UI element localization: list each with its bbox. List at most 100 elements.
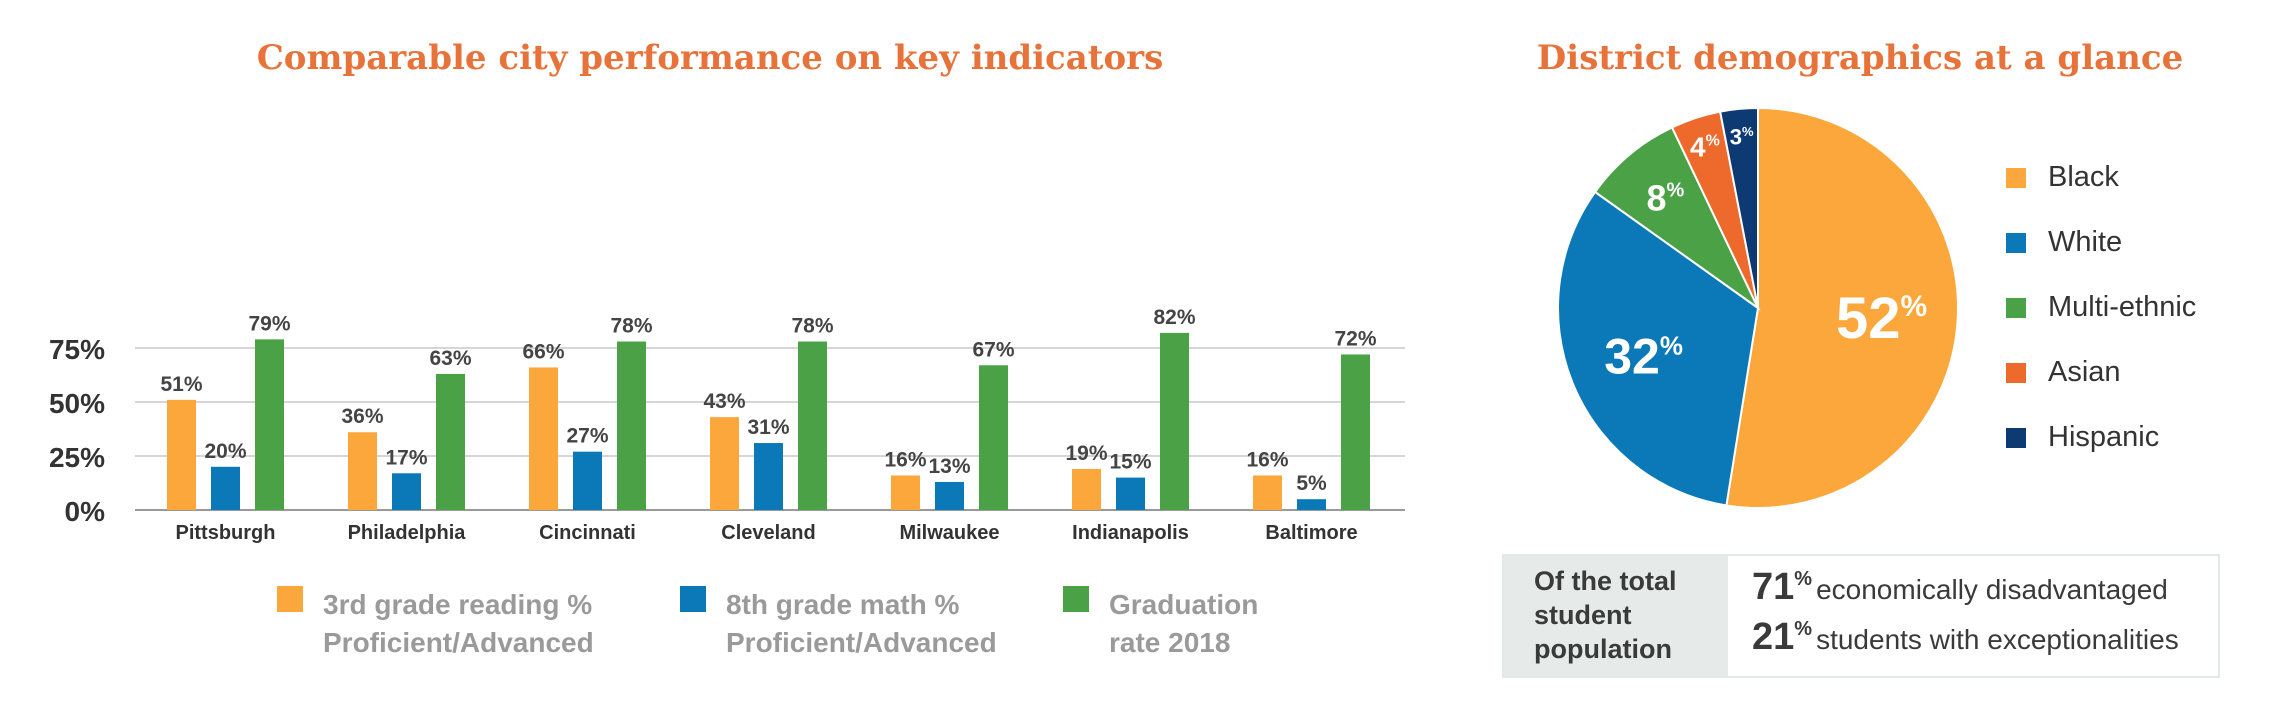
pie-label-asian: 4% [1690,131,1720,162]
pie-legend-label-asian: Asian [2048,356,2121,388]
data-label-reading-cincinnati: 66% [522,340,564,363]
legend-item-grad: Graduation rate 2018 [1063,586,1409,662]
bar-grad-cincinnati [617,341,646,510]
pie-label-white: 32% [1604,328,1683,384]
data-label-grad-philadelphia: 63% [429,347,471,370]
stat-number: 21 [1752,616,1795,658]
bar-reading-cincinnati [529,367,558,510]
bar-reading-milwaukee [891,475,920,510]
pie-legend-swatch-multi-ethnic [2006,297,2026,318]
data-label-math-baltimore: 5% [1296,472,1327,495]
legend-label-math-line1: 8th grade math % [726,589,960,620]
pie-legend-item-white: White [2006,226,2122,259]
bar-grad-cleveland [798,341,827,510]
data-label-grad-cleveland: 78% [791,315,833,338]
y-tick-label: 25% [49,442,105,473]
pie-slice-white [1557,190,1760,507]
x-tick-label: Cleveland [721,522,815,544]
bar-math-philadelphia [392,473,421,510]
pie-slice-black [1725,106,1959,509]
bar-chart-title: Comparable city performance on key indic… [256,38,1164,78]
data-label-reading-baltimore: 16% [1246,448,1288,471]
pie-legend-item-multi-ethnic: Multi-ethnic [2006,291,2196,324]
stat-percent-sign: % [1794,568,1813,590]
data-label-math-milwaukee: 13% [928,455,970,478]
data-label-math-cleveland: 31% [747,416,789,439]
stats-lines: 71 % economically disadvantaged 21 % stu… [1728,556,2179,676]
bar-grad-philadelphia [436,373,465,510]
pie-legend-swatch-hispanic [2006,427,2026,448]
stat-text: economically disadvantaged [1816,574,2168,605]
legend-label-math-line2: Proficient/Advanced [726,627,997,658]
x-tick-label: Baltimore [1265,522,1357,544]
bar-chart: 0% 25% 50% 75% 51% 20% 79% Pittsburgh 36%17% 63% P… [49,306,1405,544]
stats-box: Of the total student population 71 % eco… [1502,554,2220,678]
stat-economically-disadvantaged: 71 % economically disadvantaged [1752,566,2179,616]
bar-math-cleveland [754,443,783,510]
bar-math-indianapolis [1116,477,1145,510]
stats-label-line1: Of the total [1534,566,1677,596]
pie-chart: 52% 32% 8%4% 3% [1557,106,1959,509]
bar-math-pittsburgh [211,466,240,510]
bar-math-cincinnati [573,451,602,510]
pie-legend-label-white: White [2048,226,2123,258]
data-label-reading-pittsburgh: 51% [160,373,202,396]
data-label-reading-philadelphia: 36% [341,405,383,428]
stat-exceptionalities: 21 % students with exceptionalities [1752,616,2179,666]
x-tick-label: Pittsburgh [176,522,276,544]
bar-reading-cleveland [710,417,739,510]
y-tick-label: 75% [49,334,105,365]
stat-percent-sign: % [1794,618,1813,640]
x-tick-label: Indianapolis [1072,522,1189,544]
pie-legend-item-black: Black [2006,161,2119,194]
x-tick-label: Cincinnati [539,522,636,544]
bar-reading-indianapolis [1072,468,1101,510]
stats-label-line2: student [1534,600,1632,630]
legend-label-grad-line2: rate 2018 [1109,627,1231,658]
pie-legend-swatch-black [2006,167,2026,188]
pie-legend-swatch-asian [2006,362,2026,383]
legend-label-reading-line2: Proficient/Advanced [323,627,594,658]
bar-math-milwaukee [935,481,964,510]
data-label-math-cincinnati: 27% [566,425,608,448]
bar-reading-philadelphia [348,432,377,510]
legend-label-reading-line1: 3rd grade reading % [323,589,593,620]
stats-label-line3: population [1534,634,1672,664]
stat-text: students with exceptionalities [1816,624,2179,655]
pie-legend-label-multi-ethnic: Multi-ethnic [2048,291,2197,323]
x-tick-label: Milwaukee [899,522,999,544]
data-label-reading-cleveland: 43% [703,390,745,413]
legend-swatch-math [680,586,706,612]
data-label-grad-milwaukee: 67% [972,338,1014,361]
bar-grad-milwaukee [979,365,1008,510]
pie-legend-label-black: Black [2048,161,2119,193]
pie-legend-swatch-white [2006,232,2026,253]
bar-grad-baltimore [1341,354,1370,510]
legend-item-reading: 3rd grade reading % Proficient/Advanced [277,586,623,662]
legend-label-grad-line1: Graduation [1109,589,1259,620]
bar-grad-indianapolis [1160,332,1189,510]
y-tick-label: 50% [49,388,105,419]
stats-label: Of the total student population [1504,556,1728,676]
data-label-reading-milwaukee: 16% [884,448,926,471]
data-label-grad-baltimore: 72% [1334,327,1376,350]
legend-item-math: 8th grade math % Proficient/Advanced [680,586,1026,662]
data-label-math-indianapolis: 15% [1109,451,1151,474]
pie-legend-item-hispanic: Hispanic [2006,421,2159,454]
pie-label-multi-ethnic: 8% [1647,177,1685,218]
pie-legend-item-asian: Asian [2006,356,2121,389]
data-label-math-philadelphia: 17% [385,446,427,469]
legend-swatch-grad [1063,586,1089,612]
y-tick-label: 0% [65,496,106,527]
pie-label-hispanic: 3% [1730,124,1754,149]
legend-swatch-reading [277,586,303,612]
stat-number: 71 [1752,566,1795,608]
data-label-grad-pittsburgh: 79% [248,312,290,335]
pie-legend-label-hispanic: Hispanic [2048,421,2160,453]
x-tick-label: Philadelphia [348,522,467,544]
bar-math-baltimore [1297,499,1326,510]
data-label-grad-cincinnati: 78% [610,315,652,338]
pie-label-black: 52% [1836,286,1927,351]
data-label-math-pittsburgh: 20% [204,440,246,463]
pie-chart-title: District demographics at a glance [1536,38,2184,78]
